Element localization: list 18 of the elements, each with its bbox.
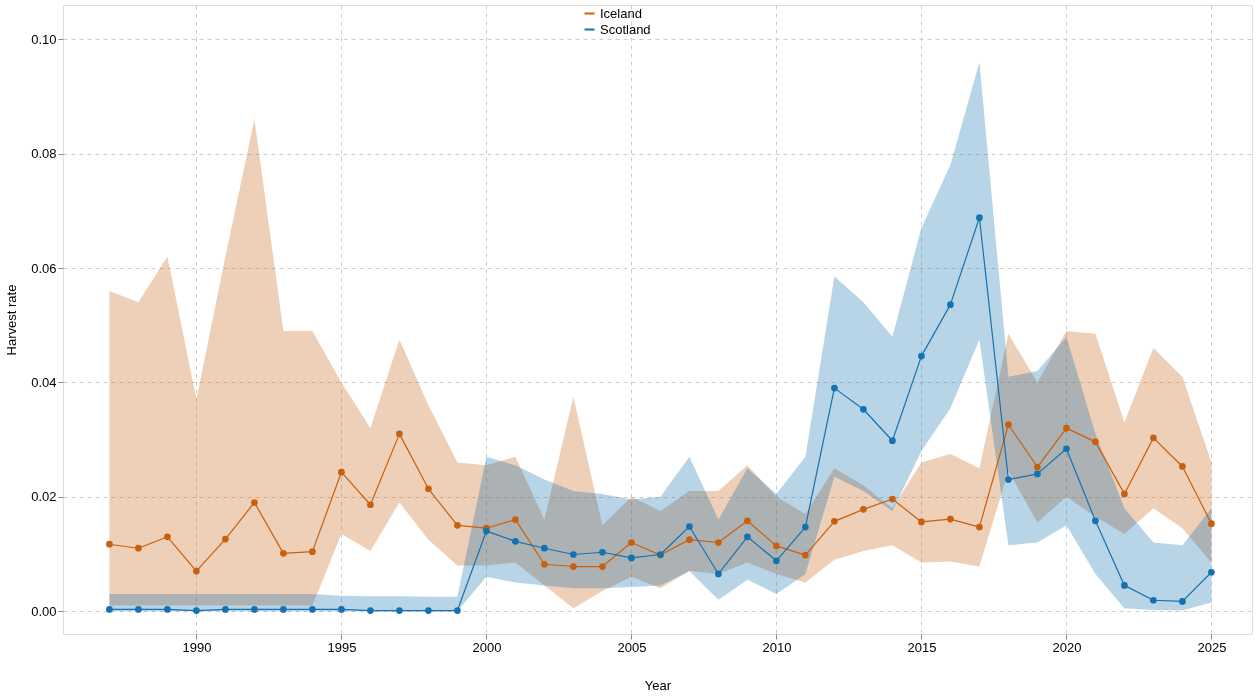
- x-tick-label: 2005: [617, 639, 647, 655]
- y-tick-label: 0.08: [31, 146, 57, 162]
- x-tick-label: 2000: [472, 639, 502, 655]
- x-tick-label: 2010: [762, 639, 792, 655]
- y-tick-label: 0.10: [31, 31, 57, 47]
- y-tick-label: 0.00: [31, 603, 57, 619]
- x-tick-label: 2020: [1052, 639, 1082, 655]
- y-tick-label: 0.06: [31, 260, 57, 276]
- legend-label: Scotland: [600, 21, 651, 37]
- x-tick-label: 2015: [907, 639, 937, 655]
- y-tick-label: 0.04: [31, 374, 57, 390]
- x-tick-label: 1990: [182, 639, 212, 655]
- x-axis-title: Year: [644, 677, 672, 693]
- y-axis-title: Harvest rate: [4, 284, 20, 356]
- y-tick-label: 0.02: [31, 489, 57, 505]
- x-tick-label: 2025: [1197, 639, 1227, 655]
- legend-label: Iceland: [600, 5, 642, 21]
- x-tick-label: 1995: [327, 639, 357, 655]
